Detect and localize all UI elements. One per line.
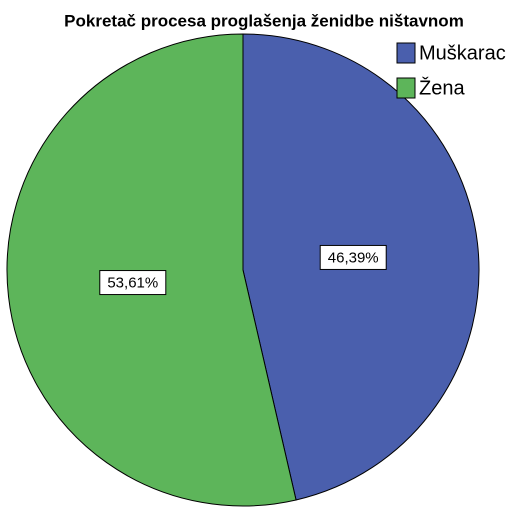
data-label: 53,61% <box>107 275 158 292</box>
pie-slice <box>6 33 297 507</box>
legend-label: Muškarac <box>419 42 506 64</box>
label-box <box>99 270 167 296</box>
label-box <box>319 244 387 270</box>
chart-title: Pokretač procesa proglašenja ženidbe niš… <box>64 11 464 30</box>
legend-swatch <box>396 77 416 99</box>
data-label: 46,39% <box>328 249 379 266</box>
legend-swatch <box>396 42 416 64</box>
legend-label: Žena <box>419 76 465 99</box>
